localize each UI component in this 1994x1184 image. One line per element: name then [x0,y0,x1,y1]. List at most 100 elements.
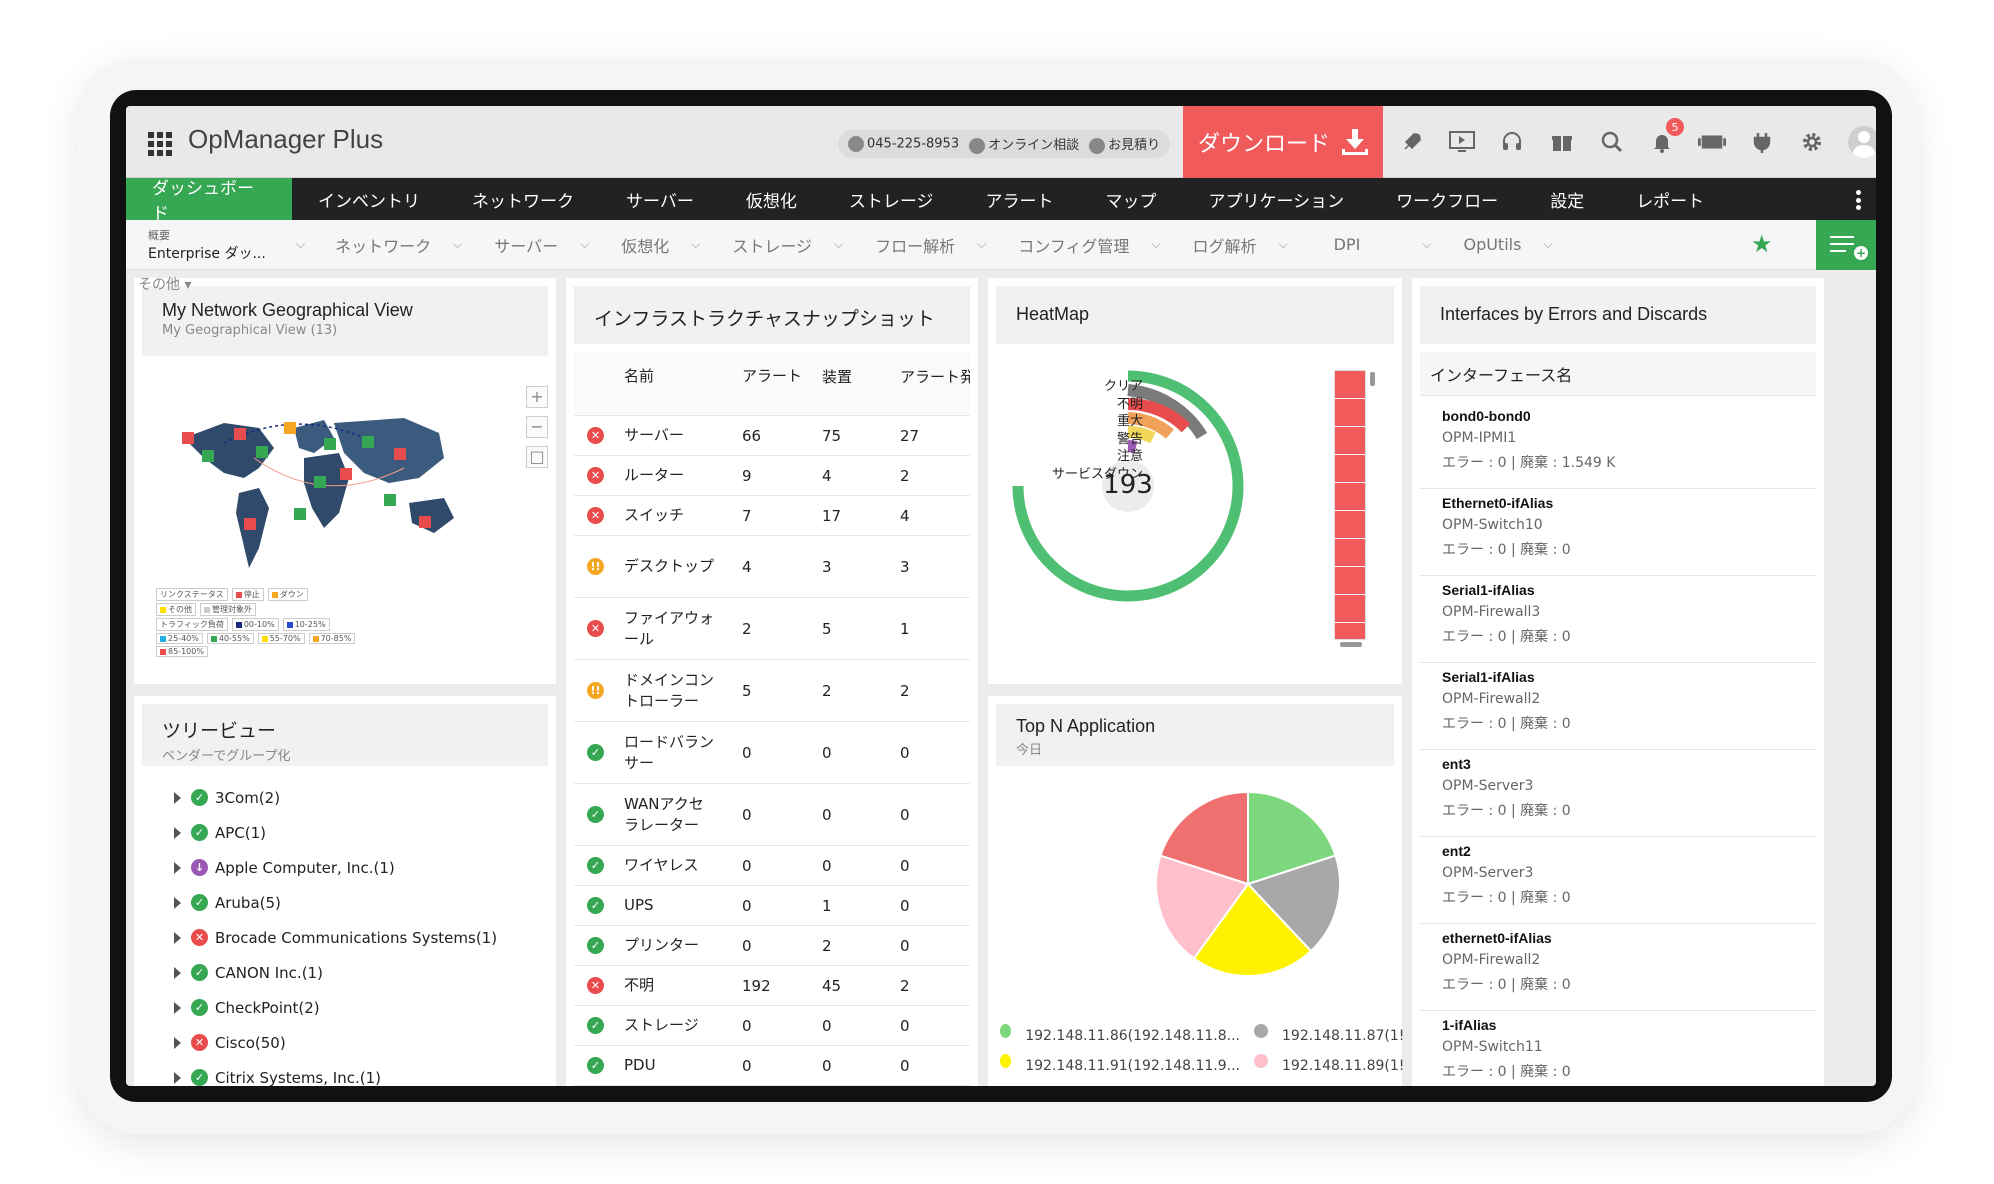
dashboard-selector[interactable]: 概要 Enterprise ダッ... [126,227,296,263]
nav-dashboard[interactable]: ダッシュボード [126,178,292,224]
favorite-star-icon[interactable]: ★ [1751,230,1773,258]
table-row[interactable]: ✕ 不明 192 45 2 [574,966,970,1006]
subnav-log-analysis[interactable]: ログ解析 ⌵ [1192,236,1288,256]
apps-grid-icon[interactable] [148,132,172,156]
nav-inventory[interactable]: インベントリ [318,191,420,212]
subnav-flow-analysis[interactable]: フロー解析 ⌵ [875,236,987,256]
expand-triangle-icon[interactable] [174,896,181,909]
heatmap-ring-chart[interactable] [998,356,1298,656]
tree-item[interactable]: ✓ APC(1) [174,815,497,850]
device-icon[interactable] [1698,128,1726,156]
heatmap-scrollbar[interactable] [1370,372,1375,386]
online-consult-link[interactable]: オンライン相談 [969,134,1079,154]
nav-applications[interactable]: アプリケーション [1208,191,1345,212]
application-pie-chart[interactable] [1148,784,1348,984]
tree-item[interactable]: ✕ Brocade Communications Systems(1) [174,920,497,955]
table-row[interactable]: ✓ ロードバランサー 0 0 0 [574,722,970,784]
tree-item[interactable]: ✓ CheckPoint(2) [174,990,497,1025]
nav-servers[interactable]: サーバー [626,191,694,212]
zoom-in-button[interactable]: + [526,386,548,408]
legend-item[interactable]: 192.148.11.89(1! [1254,1048,1404,1074]
column-header-alerts[interactable]: アラート [742,367,803,385]
nav-settings[interactable]: 設定 [1550,191,1585,212]
more-menu-icon[interactable] [1856,190,1862,210]
pie-slice-192-148-11-91[interactable] [1192,882,1313,977]
table-row[interactable]: ✕ サーバー 66 75 27 [574,416,970,456]
gear-icon[interactable] [1798,128,1826,156]
phone-link[interactable]: 045-225-8953 [848,136,959,152]
nav-workflow[interactable]: ワークフロー [1396,191,1499,212]
list-item[interactable]: ent3 OPM-Server3 エラー : 0 | 廃棄 : 0 [1420,750,1816,837]
tree-item[interactable]: ✓ CANON Inc.(1) [174,955,497,990]
list-item[interactable]: ent2 OPM-Server3 エラー : 0 | 廃棄 : 0 [1420,837,1816,924]
tree-item[interactable]: ✕ Cisco(50) [174,1025,497,1060]
user-avatar[interactable] [1848,126,1876,158]
add-widget-button[interactable]: + [1816,220,1876,270]
chevron-down-icon[interactable]: ⌵ [296,237,306,251]
subnav-network[interactable]: ネットワーク ⌵ [335,236,463,256]
monitor-play-icon[interactable] [1448,128,1476,156]
nav-reports[interactable]: レポート [1636,191,1705,212]
table-row[interactable]: ✓ UPS 0 1 0 [574,886,970,926]
legend-item[interactable]: 192.148.11.91(192.148.11.9... [1000,1048,1240,1074]
expand-triangle-icon[interactable] [174,1001,181,1014]
table-row[interactable]: ✓ プリンター 0 2 0 [574,926,970,966]
column-header-devices[interactable]: 装置 [822,368,853,386]
subnav-config-management[interactable]: コンフィグ管理 ⌵ [1018,236,1161,256]
table-row[interactable]: ✓ ワイヤレス 0 0 0 [574,846,970,886]
pie-slice-192-148-11-89[interactable] [1155,854,1250,960]
tree-item[interactable]: ✓ 3Com(2) [174,780,497,815]
list-item[interactable]: bond0-bond0 OPM-IPMI1 エラー : 0 | 廃棄 : 1.549… [1420,402,1816,489]
expand-triangle-icon[interactable] [174,1036,181,1049]
column-header-raised[interactable]: アラート発 [900,368,970,386]
bell-icon[interactable]: 5 [1648,118,1684,156]
list-item[interactable]: 1-ifAlias OPM-Switch11 エラー : 0 | 廃棄 : 0 [1420,1011,1816,1086]
heatmap-cell-grid[interactable] [1334,370,1366,640]
tree-item[interactable]: ✓ Citrix Systems, Inc.(1) [174,1060,497,1086]
expand-triangle-icon[interactable] [174,931,181,944]
tree-item[interactable]: ↓ Apple Computer, Inc.(1) [174,850,497,885]
headset-icon[interactable] [1498,128,1526,156]
table-row[interactable]: ✕ スイッチ 7 17 4 [574,496,970,536]
world-map[interactable] [164,398,474,588]
list-item[interactable]: Ethernet0-ifAlias OPM-Switch10 エラー : 0 | 廃… [1420,489,1816,576]
column-header-name[interactable]: 名前 [624,367,655,385]
rocket-icon[interactable] [1398,128,1426,156]
table-row[interactable]: ✕ ルーター 9 4 2 [574,456,970,496]
fullscreen-button[interactable]: □ [526,446,548,468]
table-row[interactable]: !! デスクトップ 4 3 3 [574,536,970,598]
table-row[interactable]: !! ドメインコントローラー 5 2 2 [574,660,970,722]
zoom-out-button[interactable]: − [526,416,548,438]
nav-storage[interactable]: ストレージ [848,191,934,212]
expand-triangle-icon[interactable] [174,966,181,979]
pie-slice-192-148-11-86[interactable] [1247,790,1337,886]
pie-slice-other[interactable] [1159,790,1249,886]
expand-triangle-icon[interactable] [174,1071,181,1084]
list-item[interactable]: Serial1-ifAlias OPM-Firewall2 エラー : 0 | 廃棄… [1420,663,1816,750]
table-row[interactable]: ✓ ストレージ 0 0 0 [574,1006,970,1046]
download-button[interactable]: ダウンロード [1183,106,1383,178]
nav-virtualization[interactable]: 仮想化 [745,191,797,212]
subnav-storage[interactable]: ストレージ ⌵ [732,236,844,256]
table-row[interactable]: ✓ WANアクセラレーター 0 0 0 [574,784,970,846]
legend-item[interactable]: 192.148.11.86(192.148.11.8... [1000,1018,1240,1044]
expand-triangle-icon[interactable] [174,826,181,839]
table-row[interactable]: ✓ PDU 0 0 0 [574,1046,970,1086]
quote-link[interactable]: お見積り [1089,134,1160,154]
nav-alerts[interactable]: アラート [985,191,1054,212]
expand-triangle-icon[interactable] [174,861,181,874]
search-icon[interactable] [1598,128,1626,156]
table-row[interactable]: ✕ ファイアウォール 2 5 1 [574,598,970,660]
expand-triangle-icon[interactable] [174,791,181,804]
gift-icon[interactable] [1548,128,1576,156]
legend-item[interactable]: 192.148.11.87(1! [1254,1018,1404,1044]
tree-item[interactable]: ✓ Aruba(5) [174,885,497,920]
pie-slice-192-148-11-87[interactable] [1246,854,1341,953]
subnav-dpi[interactable]: DPI ⌵ [1333,235,1432,254]
subnav-servers[interactable]: サーバー ⌵ [494,236,590,256]
subnav-oputils[interactable]: OpUtils ⌵ [1463,235,1553,254]
more-dashboards-dropdown[interactable]: その他 ▾ [138,277,192,293]
plug-icon[interactable] [1748,128,1776,156]
heatmap-h-scrollbar[interactable] [1340,642,1362,647]
list-item[interactable]: ethernet0-ifAlias OPM-Firewall2 エラー : 0 | … [1420,924,1816,1011]
